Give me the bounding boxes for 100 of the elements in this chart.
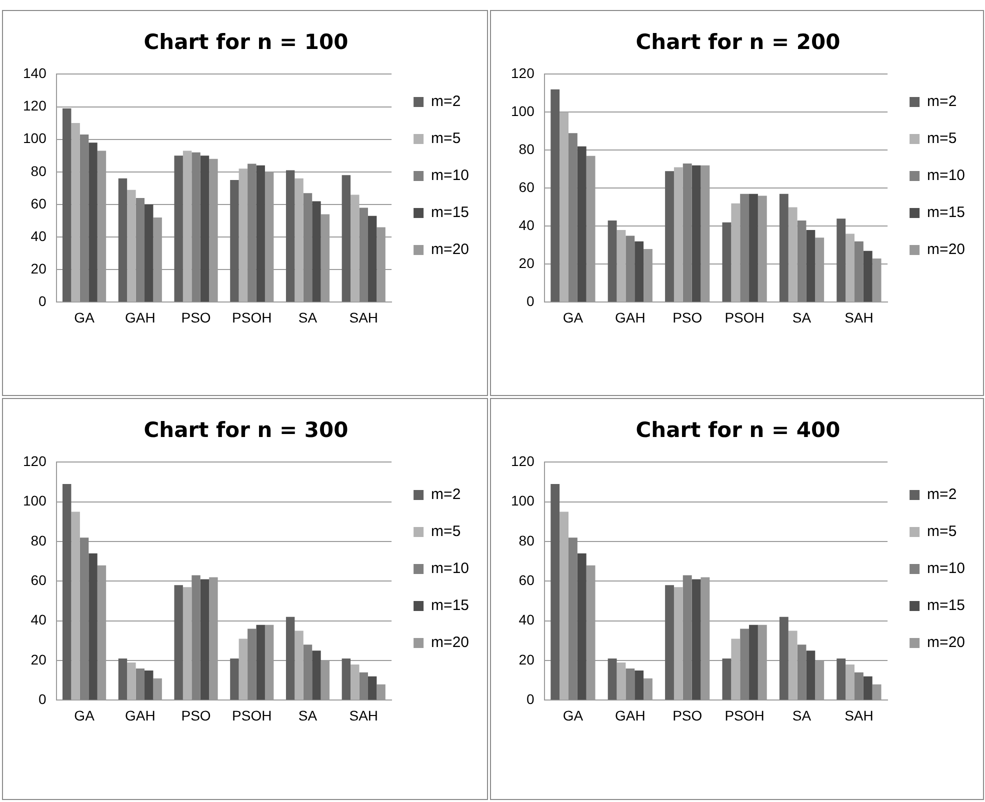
x-tick-label: PSO — [181, 707, 211, 724]
y-tick-label: 40 — [30, 612, 47, 628]
bar — [368, 216, 377, 302]
bar — [550, 484, 560, 700]
bar — [682, 164, 692, 302]
legend-label: m=2 — [431, 486, 461, 504]
legend-label: m=15 — [431, 597, 470, 614]
bar — [806, 650, 816, 700]
bar — [286, 616, 295, 700]
bar — [192, 152, 200, 302]
bar — [88, 142, 98, 302]
bar — [626, 668, 635, 700]
bar — [731, 203, 740, 302]
bar — [80, 134, 89, 302]
bar — [342, 175, 351, 302]
bar — [312, 201, 321, 302]
y-tick-label: 20 — [30, 260, 47, 276]
bar — [577, 146, 586, 302]
bar — [238, 638, 248, 700]
y-tick-label: 120 — [23, 453, 47, 470]
legend-label: m=5 — [431, 130, 461, 148]
bar — [674, 587, 683, 700]
bar — [692, 579, 701, 700]
bar — [303, 644, 312, 700]
x-tick-label: PSOH — [232, 707, 272, 724]
bar — [368, 676, 377, 700]
legend-label: m=5 — [927, 130, 957, 148]
bar — [836, 658, 846, 700]
bar — [303, 193, 312, 302]
x-tick-label: PSOH — [232, 309, 272, 326]
x-tick-label: GAH — [124, 707, 156, 724]
bar — [88, 553, 98, 700]
y-tick-label: 0 — [38, 293, 47, 310]
bar — [846, 234, 854, 302]
y-tick-label: 60 — [518, 179, 535, 196]
y-tick-label: 80 — [30, 532, 47, 548]
bar — [779, 616, 788, 700]
chart-title: Chart for n = 200 — [636, 30, 840, 54]
legend-label: m=10 — [431, 560, 470, 578]
legend-label: m=20 — [927, 634, 966, 652]
bar — [616, 230, 626, 302]
bar — [359, 672, 368, 700]
y-tick-label: 0 — [526, 293, 535, 310]
bar — [836, 218, 846, 302]
bar — [550, 89, 560, 302]
bar — [80, 538, 89, 700]
bar — [806, 230, 816, 302]
y-tick-label: 60 — [30, 195, 47, 212]
bar — [192, 575, 200, 700]
bar — [200, 156, 210, 302]
bar — [634, 670, 644, 700]
bar — [286, 170, 295, 302]
x-tick-label: PSOH — [724, 309, 764, 326]
x-tick-label: SAH — [349, 309, 378, 326]
bar — [608, 220, 617, 302]
y-tick-label: 100 — [23, 492, 47, 509]
legend-label: m=15 — [927, 204, 966, 222]
bar — [863, 676, 872, 700]
bar — [854, 241, 864, 302]
x-tick-label: PSO — [181, 309, 211, 326]
bar — [136, 198, 145, 302]
bar — [118, 658, 128, 700]
bar — [71, 123, 80, 302]
bar — [665, 171, 674, 302]
bar — [682, 575, 692, 700]
y-tick-label: 140 — [23, 65, 47, 82]
legend-label: m=15 — [431, 204, 470, 222]
bar — [62, 108, 72, 302]
bar — [256, 165, 265, 302]
bar — [560, 112, 568, 302]
bar — [863, 250, 872, 302]
y-tick-label: 120 — [511, 453, 535, 470]
y-tick-label: 20 — [518, 651, 535, 668]
bar — [577, 553, 586, 700]
x-tick-label: GA — [74, 707, 96, 724]
bar — [182, 150, 192, 302]
x-tick-label: PSO — [672, 707, 702, 724]
x-tick-label: SAH — [844, 707, 874, 724]
x-tick-label: GA — [74, 309, 96, 326]
y-tick-label: 40 — [518, 217, 535, 234]
bar — [174, 156, 183, 302]
bar — [182, 587, 192, 700]
bar — [788, 207, 798, 302]
bar — [722, 222, 732, 302]
chart-title: Chart for n = 100 — [144, 30, 348, 54]
y-tick-label: 100 — [511, 103, 535, 120]
x-tick-label: SA — [298, 309, 318, 326]
bar — [248, 164, 256, 302]
bar — [350, 194, 360, 302]
bar — [634, 241, 644, 302]
bar — [854, 672, 864, 700]
bar — [256, 624, 265, 700]
bar — [722, 658, 732, 700]
bar — [692, 165, 701, 302]
bar — [797, 220, 806, 302]
bar — [779, 194, 788, 302]
legend-label: m=10 — [431, 167, 470, 184]
legend-label: m=10 — [927, 167, 966, 184]
x-tick-label: SA — [792, 707, 812, 724]
y-tick-label: 80 — [30, 162, 47, 179]
